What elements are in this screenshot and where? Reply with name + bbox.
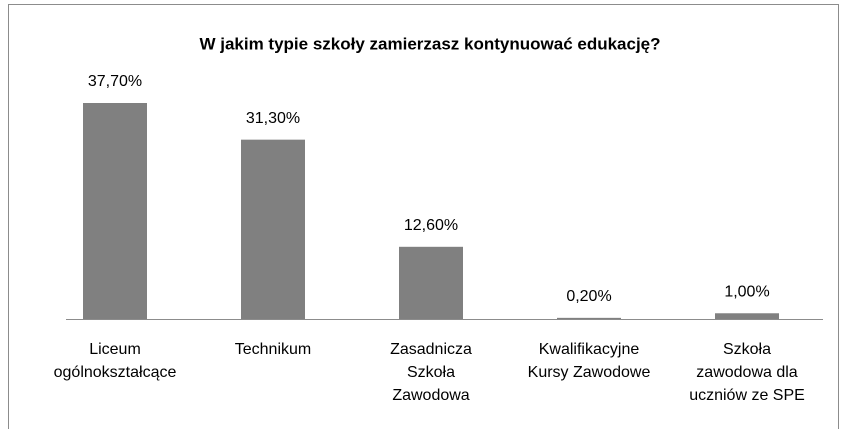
data-label: 12,60% <box>404 217 458 234</box>
x-tick-label: Zawodowa <box>392 387 469 404</box>
data-label: 0,20% <box>566 288 611 305</box>
x-tick-label: Szkoła <box>407 364 455 381</box>
x-tick-label: Zasadnicza <box>390 341 472 358</box>
x-tick-label: uczniów ze SPE <box>689 387 805 404</box>
bar <box>399 246 463 319</box>
x-tick-label: zawodowa dla <box>696 364 798 381</box>
bar <box>83 103 147 319</box>
chart-title: W jakim typie szkoły zamierzasz kontynuo… <box>199 34 660 53</box>
data-label: 1,00% <box>724 283 769 300</box>
data-label: 37,70% <box>88 73 142 90</box>
x-tick-label: ogólnokształcące <box>54 364 177 381</box>
bar <box>241 139 305 319</box>
x-tick-label: Technikum <box>235 341 311 358</box>
bar <box>715 313 779 319</box>
x-tick-label: Kursy Zawodowe <box>528 364 651 381</box>
bar <box>557 317 621 319</box>
x-tick-label: Szkoła <box>723 341 771 358</box>
x-tick-label: Liceum <box>89 341 141 358</box>
data-label: 31,30% <box>246 110 300 127</box>
x-tick-label: Kwalifikacyjne <box>539 341 640 358</box>
